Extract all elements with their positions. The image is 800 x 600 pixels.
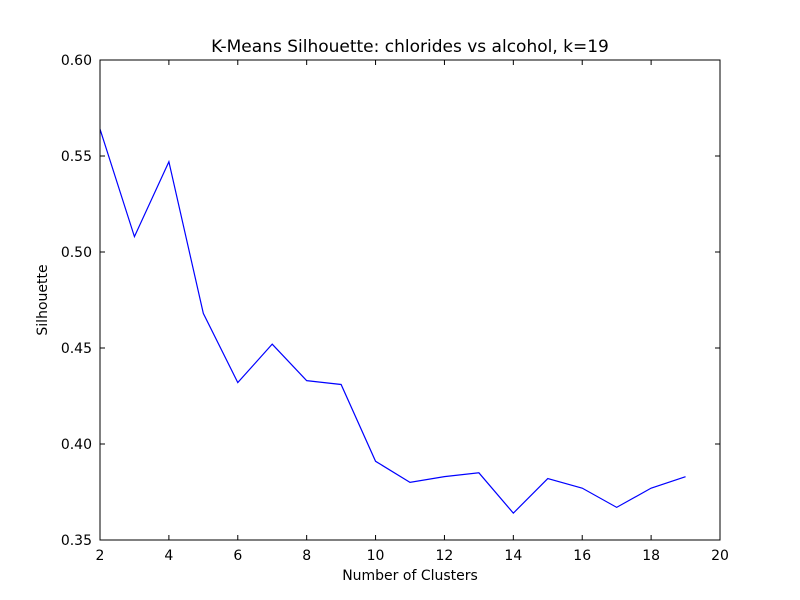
plot-frame [99, 59, 721, 541]
y-axis-label: Silhouette [35, 264, 51, 335]
x-tick-label: 8 [302, 548, 311, 564]
x-tick-label: 16 [573, 548, 591, 564]
x-tick-label: 6 [233, 548, 242, 564]
x-axis-label: Number of Clusters [342, 568, 478, 584]
y-tick-label: 0.45 [61, 341, 92, 357]
x-tick-label: 2 [96, 548, 105, 564]
x-tick-label: 14 [504, 548, 522, 564]
y-tick-label: 0.50 [61, 245, 92, 261]
x-tick-label: 4 [164, 548, 173, 564]
x-tick-label: 10 [367, 548, 385, 564]
chart-title: K-Means Silhouette: chlorides vs alcohol… [211, 37, 609, 57]
y-tick-label: 0.60 [61, 53, 92, 69]
y-tick-label: 0.40 [61, 437, 92, 453]
x-tick-label: 12 [436, 548, 454, 564]
series-line-0 [99, 128, 686, 515]
y-tick-label: 0.35 [61, 533, 92, 549]
x-tick-label: 20 [711, 548, 729, 564]
x-tick-label: 18 [642, 548, 660, 564]
y-tick-label: 0.55 [61, 149, 92, 165]
